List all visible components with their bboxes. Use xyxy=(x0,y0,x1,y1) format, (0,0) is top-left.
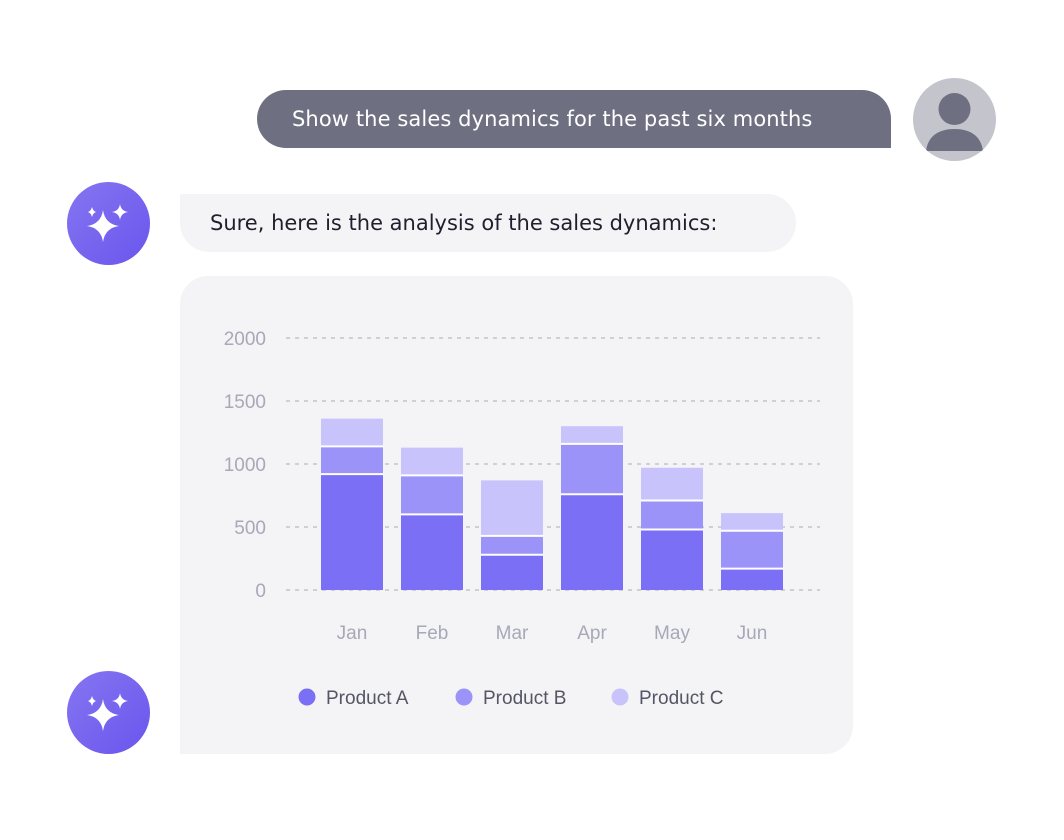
chart-card: 0 500 1000 1500 2000 Jan Feb Mar Apr May Jun Prod… xyxy=(180,276,853,754)
user-message-text: Show the sales dynamics for the past six… xyxy=(292,107,813,131)
y-tick-label: 0 xyxy=(255,581,266,602)
user-message-bubble: Show the sales dynamics for the past six… xyxy=(257,90,891,148)
bar-product-a-feb[interactable] xyxy=(401,514,463,590)
legend-label[interactable]: Product C xyxy=(639,688,723,709)
y-tick-label: 2000 xyxy=(224,329,266,350)
bar-product-a-may[interactable] xyxy=(641,529,703,590)
bar-product-c-feb[interactable] xyxy=(401,447,463,476)
user-icon xyxy=(926,93,983,151)
assistant-message-text: Sure, here is the analysis of the sales … xyxy=(210,211,718,235)
bar-product-b-jan[interactable] xyxy=(321,446,383,475)
bar-product-b-jun[interactable] xyxy=(721,530,783,569)
bar-product-a-jun[interactable] xyxy=(721,568,783,590)
x-tick-label: Feb xyxy=(416,623,449,644)
bar-product-b-apr[interactable] xyxy=(561,443,623,495)
legend-marker xyxy=(455,688,473,706)
y-tick-label: 1500 xyxy=(224,392,266,413)
bar-product-b-may[interactable] xyxy=(641,500,703,530)
legend-label[interactable]: Product A xyxy=(326,688,409,709)
bar-product-a-mar[interactable] xyxy=(481,554,543,590)
x-tick-label: May xyxy=(654,623,690,644)
bar-product-c-may[interactable] xyxy=(641,467,703,501)
x-tick-label: Jan xyxy=(337,623,368,644)
bar-product-c-jun[interactable] xyxy=(721,513,783,531)
user-avatar[interactable] xyxy=(913,78,996,161)
bar-product-b-feb[interactable] xyxy=(401,475,463,515)
legend-label[interactable]: Product B xyxy=(483,688,566,709)
x-tick-label: Apr xyxy=(577,623,607,644)
sales-chart: 0 500 1000 1500 2000 Jan Feb Mar Apr May Jun Prod… xyxy=(224,329,820,709)
assistant-message-bubble: Sure, here is the analysis of the sales … xyxy=(180,194,796,252)
assistant-avatar xyxy=(67,671,150,754)
bar-product-a-jan[interactable] xyxy=(321,474,383,590)
bar-product-c-apr[interactable] xyxy=(561,426,623,444)
bar-product-c-mar[interactable] xyxy=(481,480,543,536)
x-tick-label: Mar xyxy=(496,623,529,644)
bar-product-b-mar[interactable] xyxy=(481,535,543,555)
x-tick-label: Jun xyxy=(737,623,768,644)
legend-marker xyxy=(298,688,316,706)
bar-product-c-jan[interactable] xyxy=(321,418,383,447)
sparkles-icon xyxy=(87,693,128,731)
bar-product-a-apr[interactable] xyxy=(561,494,623,590)
assistant-avatar xyxy=(67,182,150,265)
legend-marker xyxy=(611,688,629,706)
y-tick-label: 1000 xyxy=(224,455,266,476)
y-tick-label: 500 xyxy=(234,518,266,539)
sparkles-icon xyxy=(87,204,128,242)
